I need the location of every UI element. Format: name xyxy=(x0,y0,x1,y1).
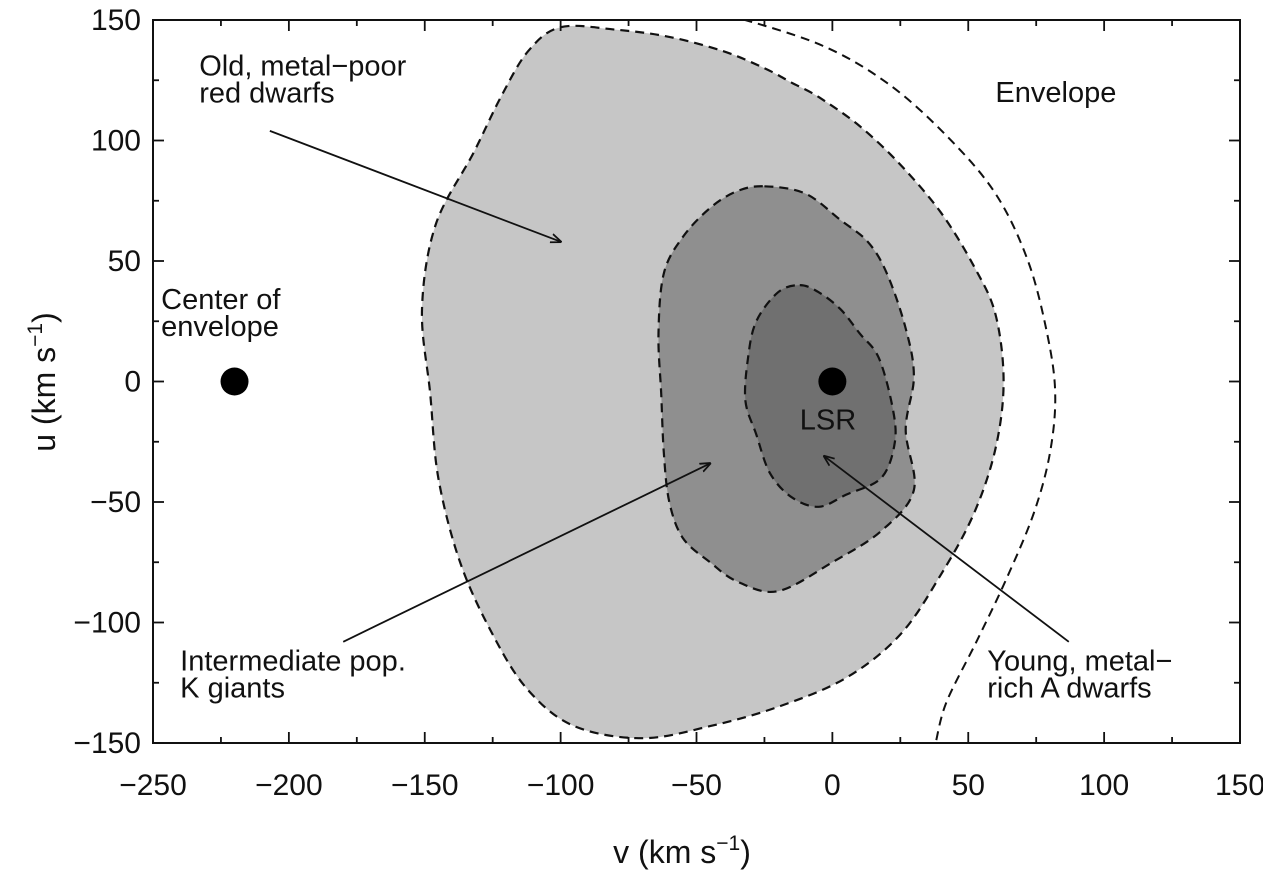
label-center-of-envelope: envelope xyxy=(161,311,279,343)
label-old-metal-poor-red-dwarfs: red dwarfs xyxy=(199,77,334,109)
population-regions xyxy=(420,24,1005,740)
x-tick-label: 100 xyxy=(1079,769,1129,802)
marker-center-of-envelope xyxy=(220,367,249,396)
label-intermediate-pop-k-giants: Intermediate pop. xyxy=(180,646,406,678)
y-tick-label: 150 xyxy=(91,4,141,37)
arrow-young-metal-rich-a-dwarfs xyxy=(824,456,1070,643)
label-old-metal-poor-red-dwarfs: Old, metal−poor xyxy=(199,50,406,82)
label-young-metal-rich-a-dwarfs: rich A dwarfs xyxy=(987,673,1151,705)
label-young-metal-rich-a-dwarfs: Young, metal− xyxy=(987,646,1172,678)
arrow-intermediate-pop-k-giants xyxy=(342,463,710,643)
y-tick-label: −150 xyxy=(73,727,141,760)
x-tick-label: 0 xyxy=(824,769,841,802)
x-tick-label: −250 xyxy=(119,769,187,802)
x-tick-label: −150 xyxy=(391,769,459,802)
envelope-curve-group xyxy=(741,20,1057,743)
envelope-curve xyxy=(741,20,1057,743)
label-lsr: LSR xyxy=(800,405,856,437)
x-tick-label: −100 xyxy=(527,769,595,802)
label-intermediate-pop-k-giants: K giants xyxy=(180,673,285,705)
y-tick-label: 100 xyxy=(91,125,141,158)
y-axis-label: u (km s−1) xyxy=(24,312,62,452)
x-axis-ticks: −250 −200 −150 −100 −50 0 50 100 150 xyxy=(119,20,1263,802)
label-center-of-envelope: Center of xyxy=(161,284,281,316)
x-tick-label: −200 xyxy=(255,769,323,802)
marker-lsr xyxy=(818,367,847,396)
arrow-old-metal-poor-red-dwarfs xyxy=(269,130,561,242)
y-tick-label: 50 xyxy=(108,245,141,278)
y-tick-label: 0 xyxy=(124,366,141,399)
point-markers xyxy=(220,367,847,396)
x-tick-label: 150 xyxy=(1215,769,1263,802)
y-tick-label: −100 xyxy=(73,607,141,640)
x-tick-label: −50 xyxy=(671,769,722,802)
region-young-metal-rich-a-dwarfs xyxy=(743,283,897,508)
x-axis-label: v (km s−1) xyxy=(613,832,751,870)
x-tick-label: 50 xyxy=(952,769,985,802)
y-axis-ticks: −150 −100 −50 0 50 100 150 xyxy=(73,4,1240,760)
label-envelope: Envelope xyxy=(995,77,1116,109)
y-tick-label: −50 xyxy=(90,486,141,519)
